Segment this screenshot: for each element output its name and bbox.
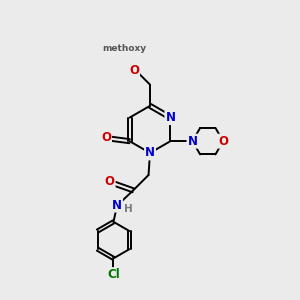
Text: O: O [101,131,111,144]
Text: N: N [165,111,176,124]
Text: N: N [112,199,122,212]
Text: Cl: Cl [107,268,120,281]
Text: N: N [145,146,155,159]
Text: O: O [129,64,139,77]
Text: N: N [188,135,197,148]
Text: O: O [218,135,228,148]
Text: H: H [124,204,133,214]
Text: O: O [105,175,115,188]
Text: methoxy: methoxy [103,44,147,63]
